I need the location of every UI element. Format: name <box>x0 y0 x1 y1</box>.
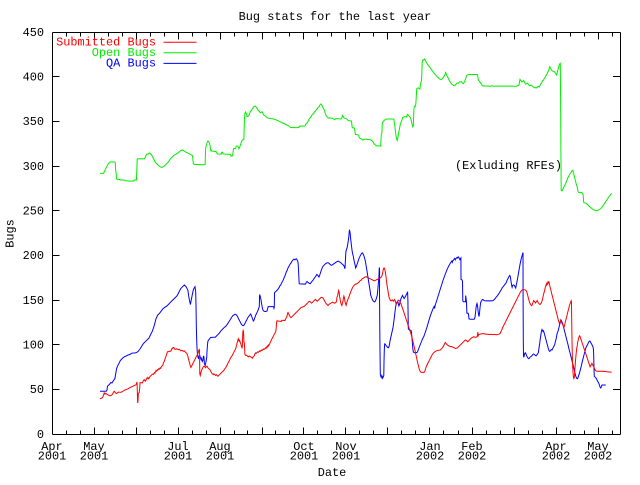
svg-text:0: 0 <box>37 428 44 442</box>
svg-text:300: 300 <box>23 160 44 174</box>
svg-text:2002: 2002 <box>584 450 613 464</box>
svg-text:2002: 2002 <box>542 450 571 464</box>
svg-text:2001: 2001 <box>332 450 361 464</box>
svg-text:Date: Date <box>318 466 347 480</box>
svg-text:Bugs: Bugs <box>4 219 18 248</box>
svg-text:Oct: Oct <box>293 440 314 454</box>
svg-text:400: 400 <box>23 71 44 85</box>
svg-text:100: 100 <box>23 339 44 353</box>
svg-text:250: 250 <box>23 205 44 219</box>
svg-text:2002: 2002 <box>416 450 445 464</box>
svg-text:Open Bugs: Open Bugs <box>92 46 156 60</box>
svg-text:2001: 2001 <box>38 450 67 464</box>
svg-text:2001: 2001 <box>80 450 109 464</box>
svg-text:Apr: Apr <box>545 440 566 454</box>
svg-text:Feb: Feb <box>461 440 482 454</box>
svg-text:QA Bugs: QA Bugs <box>106 57 156 71</box>
svg-text:Apr: Apr <box>41 440 62 454</box>
svg-text:350: 350 <box>23 115 44 129</box>
svg-text:150: 150 <box>23 294 44 308</box>
svg-text:2002: 2002 <box>458 450 487 464</box>
svg-text:2001: 2001 <box>206 450 235 464</box>
svg-text:Submitted Bugs: Submitted Bugs <box>56 36 156 50</box>
svg-text:2001: 2001 <box>290 450 319 464</box>
svg-text:(Exluding RFEs): (Exluding RFEs) <box>455 159 562 173</box>
svg-text:2001: 2001 <box>164 450 193 464</box>
svg-text:Jul: Jul <box>167 440 188 454</box>
svg-text:Jan: Jan <box>419 440 440 454</box>
svg-text:Bug stats for the last year: Bug stats for the last year <box>239 10 432 24</box>
svg-text:Aug: Aug <box>209 440 230 454</box>
svg-text:Nov: Nov <box>335 440 356 454</box>
svg-text:50: 50 <box>30 383 44 397</box>
svg-text:200: 200 <box>23 249 44 263</box>
svg-text:May: May <box>83 440 104 454</box>
svg-text:May: May <box>587 440 608 454</box>
svg-text:450: 450 <box>23 26 44 40</box>
